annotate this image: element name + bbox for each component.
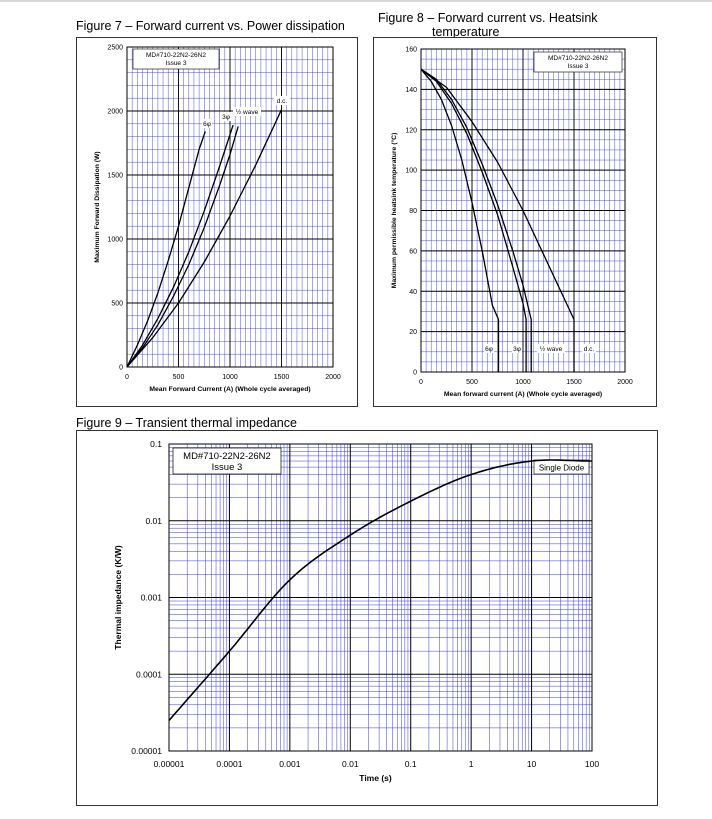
plot-frame <box>126 46 334 368</box>
y-tick-label: 500 <box>111 301 123 308</box>
x-tick-label: 2000 <box>617 379 633 386</box>
plot-frame <box>420 48 626 373</box>
curve-label: 3φ <box>222 114 230 121</box>
x-tick-label: 0 <box>419 379 423 386</box>
curve-label: d.c. <box>584 346 595 353</box>
y-tick-label: 60 <box>409 248 417 255</box>
figure-note-box <box>533 51 623 73</box>
figure-note-box <box>132 48 220 70</box>
y-tick-label: 20 <box>409 329 417 336</box>
x-tick-label: 1000 <box>222 374 238 381</box>
y-tick-label: 80 <box>409 208 417 215</box>
x-tick-label: 0.0001 <box>216 759 242 769</box>
curve-dc <box>126 109 283 368</box>
curve-3-phase <box>420 68 527 372</box>
curve-half-wave <box>126 126 239 368</box>
curve-label-bg <box>582 344 596 353</box>
x-tick-label: 100 <box>585 759 599 769</box>
x-tick-label: 0 <box>125 374 129 381</box>
x-axis-title: Mean Forward Current (A) (Whole cycle av… <box>149 386 310 393</box>
x-tick-label: 0.00001 <box>154 759 185 769</box>
curve-label: d.c. <box>277 98 288 105</box>
y-tick-label: 0 <box>413 370 417 377</box>
figure-9-title: Figure 9 – Transient thermal impedance <box>76 416 297 430</box>
plot-frame <box>168 443 593 752</box>
curve-6-phase <box>420 68 500 372</box>
figure-note-ref: MD#710-22N2-26N2 <box>183 451 271 462</box>
curve-label: 3φ <box>513 346 521 353</box>
x-tick-label: 1000 <box>515 379 531 386</box>
x-tick-label: 2000 <box>325 374 341 381</box>
figure-9-chart: 0.00001 0.0001 0.001 0.01 0.1 1 10 100 0.00001 0.… <box>113 439 599 783</box>
curve-label: 6φ <box>203 121 211 128</box>
figure-7-title: Figure 7 – Forward current vs. Power dis… <box>76 19 345 33</box>
figure-note-issue: Issue 3 <box>166 60 187 67</box>
y-tick-label: 100 <box>405 168 417 175</box>
curve-label-bg <box>233 107 261 116</box>
x-tick-label: 0.01 <box>342 759 359 769</box>
y-tick-label: 2000 <box>107 109 123 116</box>
top-divider <box>0 0 712 2</box>
figure-note-ref: MD#710-22N2-26N2 <box>548 55 608 62</box>
figure-9-panel: 0.00001 0.0001 0.001 0.01 0.1 1 10 100 0.00001 0.… <box>76 430 658 806</box>
y-tick-label: 0.00001 <box>131 746 162 756</box>
x-tick-label: 1 <box>469 759 474 769</box>
figure-note-issue: Issue 3 <box>568 63 589 70</box>
y-tick-label: 0.0001 <box>136 669 162 679</box>
curve-label: ½ wave <box>236 108 259 116</box>
curve-single-diode <box>168 459 592 722</box>
figure-note-ref: MD#710-22N2-26N2 <box>146 52 206 59</box>
y-tick-label: 160 <box>405 47 417 54</box>
x-tick-label: 10 <box>527 759 537 769</box>
curve-label-bg <box>274 96 290 105</box>
curve-3-phase <box>126 124 234 368</box>
curve-half-wave <box>420 68 532 372</box>
curve-label-bg <box>537 344 565 353</box>
curve-label-bg <box>221 112 231 121</box>
y-axis-title: Maximum permissible heatsink temperature… <box>390 133 398 289</box>
figure-8-chart: 0 500 1000 1500 2000 0 20 40 60 80 100 120 140 160 Mea… <box>390 47 633 399</box>
y-tick-label: 140 <box>405 87 417 94</box>
y-axis-title: Thermal impedance (K/W) <box>113 545 123 650</box>
y-tick-label: 120 <box>405 127 417 134</box>
curve-6-phase <box>126 131 206 368</box>
figure-note-box <box>172 447 282 475</box>
curve-label: 6φ <box>485 346 493 353</box>
curve-label: ½ wave <box>540 345 563 353</box>
x-tick-label: 1500 <box>274 374 290 381</box>
y-tick-label: 40 <box>409 289 417 296</box>
figure-note-issue: Issue 3 <box>212 462 243 473</box>
y-tick-label: 0.001 <box>141 593 163 603</box>
y-tick-label: 2500 <box>107 45 123 52</box>
y-tick-label: 1000 <box>107 237 123 244</box>
x-tick-label: 500 <box>466 379 478 386</box>
x-tick-label: 500 <box>173 374 185 381</box>
y-tick-label: 0 <box>119 365 123 372</box>
y-tick-label: 0.01 <box>145 516 162 526</box>
curve-label-bg <box>512 344 522 353</box>
figure-8-title: Figure 8 – Forward current vs. Heatsink <box>378 11 598 25</box>
curve-label-bg <box>484 344 494 353</box>
x-tick-label: 0.1 <box>405 759 417 769</box>
x-tick-label: 0.001 <box>279 759 301 769</box>
y-tick-label: 1500 <box>107 173 123 180</box>
y-axis-title: Maximum Forward Dissipation (W) <box>94 151 101 262</box>
x-axis-title: Mean forward current (A) (Whole cycle av… <box>444 391 602 398</box>
figure-7-panel: 0 500 1000 1500 2000 0 500 1000 1500 2000 2500 Mean… <box>76 37 358 407</box>
y-tick-label: 0.1 <box>150 439 162 449</box>
x-axis-title: Time (s) <box>359 773 392 783</box>
figure-8-title-continued: temperature <box>432 25 500 39</box>
figure-7-chart: 0 500 1000 1500 2000 0 500 1000 1500 2000 2500 Mean… <box>94 45 341 394</box>
x-tick-label: 1500 <box>566 379 582 386</box>
figure-8-panel: 0 500 1000 1500 2000 0 20 40 60 80 100 120 140 160 Mea… <box>373 37 657 407</box>
curve-dc <box>420 68 575 372</box>
legend-label: Single Diode <box>539 464 585 473</box>
curve-label-bg <box>202 119 212 128</box>
